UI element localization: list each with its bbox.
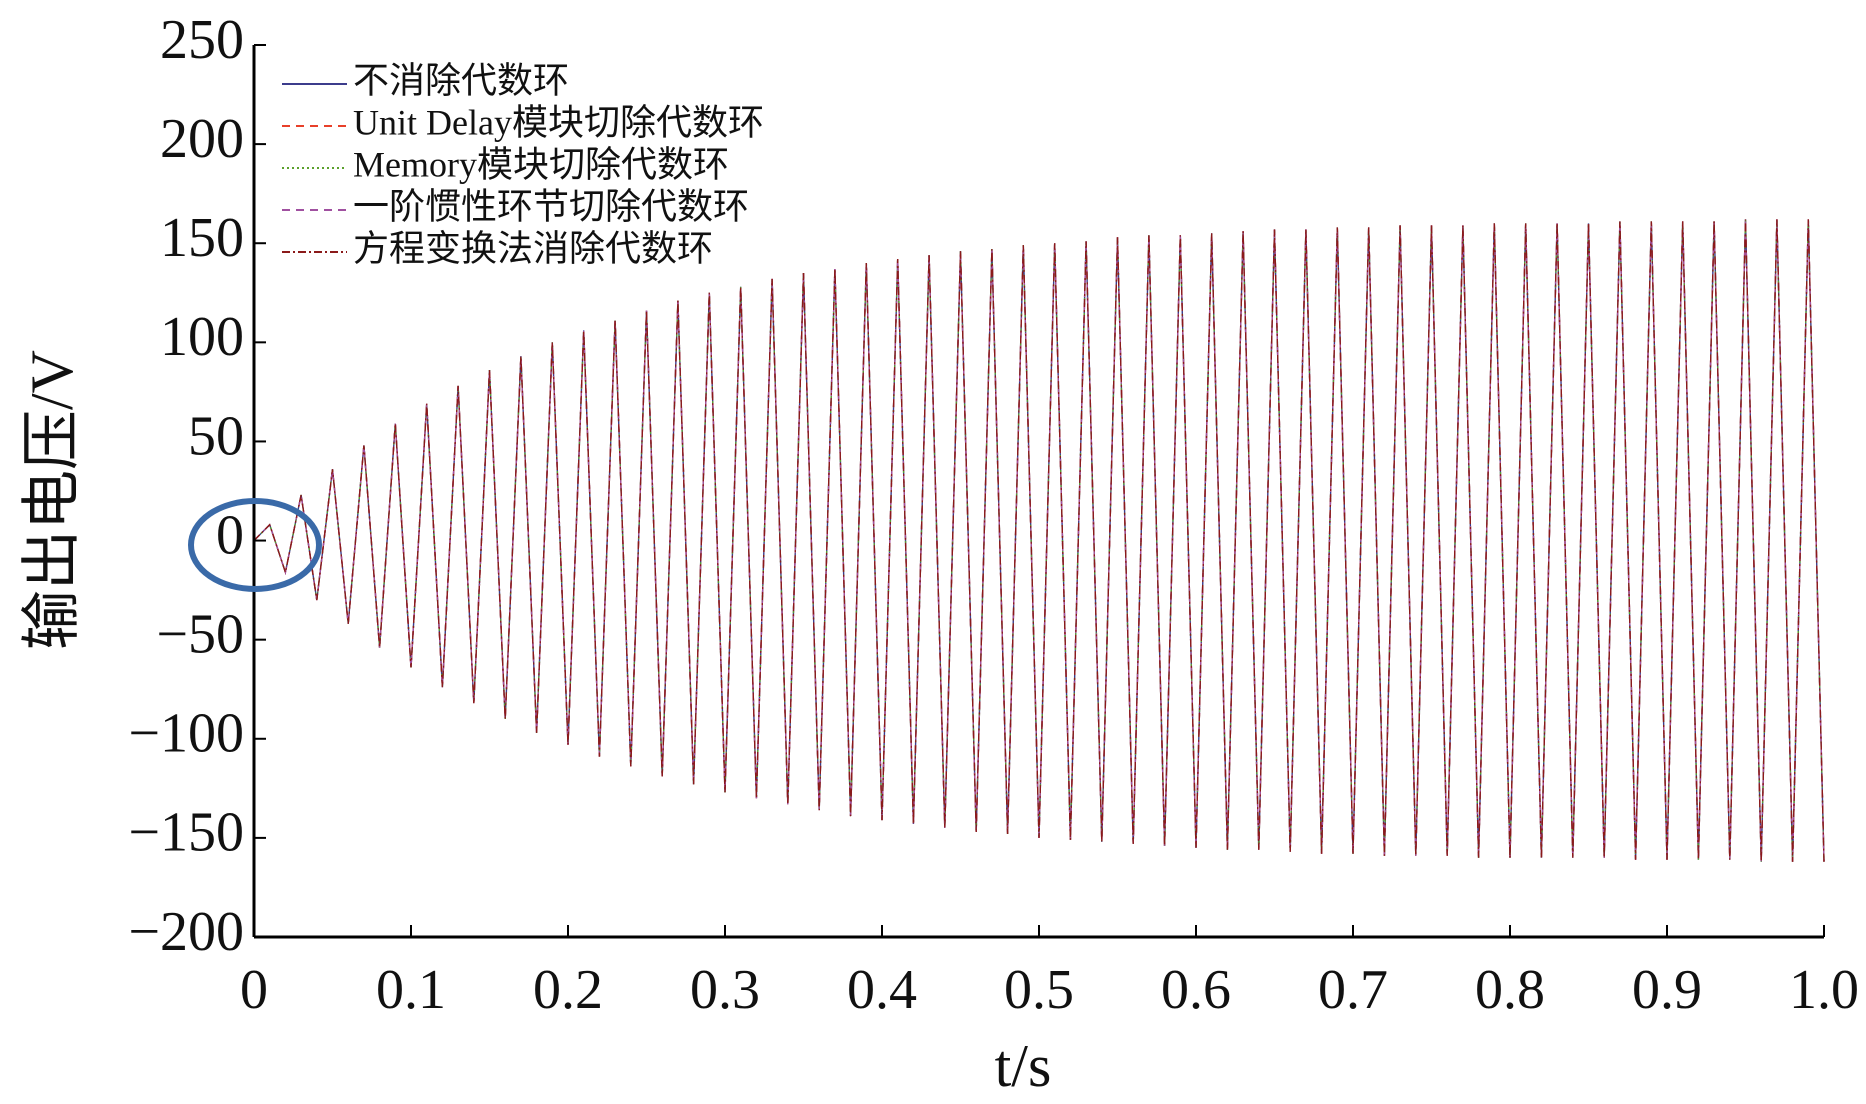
legend-label: 不消除代数环 xyxy=(353,60,569,100)
y-tick-label: −50 xyxy=(156,604,244,666)
y-axis-label: 输出电压/V xyxy=(19,350,85,650)
y-tick-label: −100 xyxy=(128,703,244,765)
x-tick-label: 0.8 xyxy=(1475,959,1545,1021)
x-tick-label: 0.1 xyxy=(376,959,446,1021)
data-line xyxy=(253,219,1825,862)
x-tick-label: 0 xyxy=(240,959,268,1021)
legend-label: Unit Delay模块切除代数环 xyxy=(353,102,764,142)
y-tick-label: 50 xyxy=(188,405,244,467)
y-tick-label: 150 xyxy=(160,207,244,269)
y-tick-label: 0 xyxy=(216,504,244,566)
x-tick-label: 0.5 xyxy=(1004,959,1074,1021)
x-tick-label: 1.0 xyxy=(1789,959,1859,1021)
data-line xyxy=(253,219,1825,862)
highlight-ellipse xyxy=(188,498,322,592)
x-tick-label: 0.3 xyxy=(690,959,760,1021)
x-tick-label: 0.7 xyxy=(1318,959,1388,1021)
legend-label: Memory模块切除代数环 xyxy=(353,144,729,184)
data-line xyxy=(253,219,1825,862)
y-tick-label: 250 xyxy=(160,9,244,71)
y-tick-label: −150 xyxy=(128,802,244,864)
y-tick-label: 200 xyxy=(160,108,244,170)
x-tick-label: 0.6 xyxy=(1161,959,1231,1021)
legend-label: 方程变换法消除代数环 xyxy=(353,228,713,268)
x-tick-label: 0.4 xyxy=(847,959,917,1021)
x-tick-label: 0.9 xyxy=(1632,959,1702,1021)
y-tick-label: 100 xyxy=(160,306,244,368)
legend-label: 一阶惯性环节切除代数环 xyxy=(353,186,749,226)
data-line xyxy=(253,219,1825,862)
x-tick-label: 0.2 xyxy=(533,959,603,1021)
data-line xyxy=(253,219,1825,862)
y-tick-label: −200 xyxy=(128,901,244,963)
x-axis-label: t/s xyxy=(995,1033,1052,1099)
